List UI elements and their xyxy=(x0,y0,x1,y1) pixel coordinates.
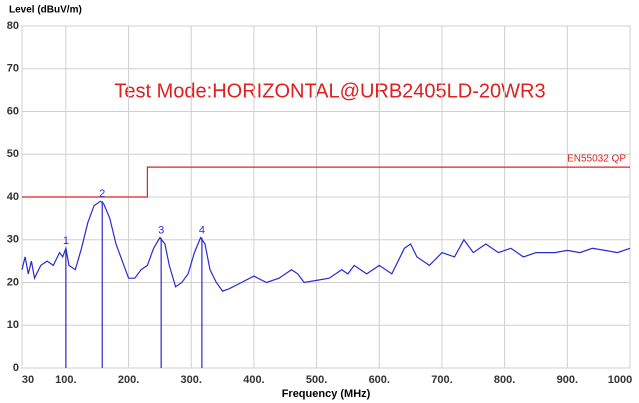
y-axis-label: Level (dBuV/m) xyxy=(9,5,82,16)
x-tick-label: 500. xyxy=(306,374,327,386)
x-tick-label: 600. xyxy=(369,374,390,386)
y-tick-label: 80 xyxy=(7,20,19,32)
series-line xyxy=(22,166,630,198)
y-tick-label: 70 xyxy=(7,63,19,75)
x-tick-label: 200. xyxy=(118,374,139,386)
x-tick-label: 700. xyxy=(431,374,452,386)
y-tick-label: 50 xyxy=(7,148,19,160)
x-tick-label: 400. xyxy=(243,374,264,386)
x-tick-label: 100. xyxy=(55,374,76,386)
y-tick-label: 10 xyxy=(7,319,19,331)
y-tick-label: 30 xyxy=(7,234,19,246)
series-line xyxy=(21,200,631,292)
series-label: EN55032 QP xyxy=(567,154,626,165)
x-tick-label: 30 xyxy=(22,374,34,386)
y-tick-label: 20 xyxy=(7,276,19,288)
x-tick-label: 900. xyxy=(557,374,578,386)
y-tick-label: 0 xyxy=(13,362,19,374)
marker-label: 4 xyxy=(199,225,205,237)
x-tick-label: 800. xyxy=(494,374,515,386)
x-tick-label: 1000 xyxy=(608,374,632,386)
marker-label: 3 xyxy=(158,225,164,237)
annotation: Test Mode:HORIZONTAL@URB2405LD-20WR3 xyxy=(114,80,545,102)
marker-label: 2 xyxy=(99,188,105,200)
x-tick-label: 300. xyxy=(181,374,202,386)
y-tick-label: 40 xyxy=(7,191,19,203)
y-tick-label: 60 xyxy=(7,105,19,117)
marker-label: 1 xyxy=(63,235,69,247)
x-axis-label: Frequency (MHz) xyxy=(282,388,371,400)
